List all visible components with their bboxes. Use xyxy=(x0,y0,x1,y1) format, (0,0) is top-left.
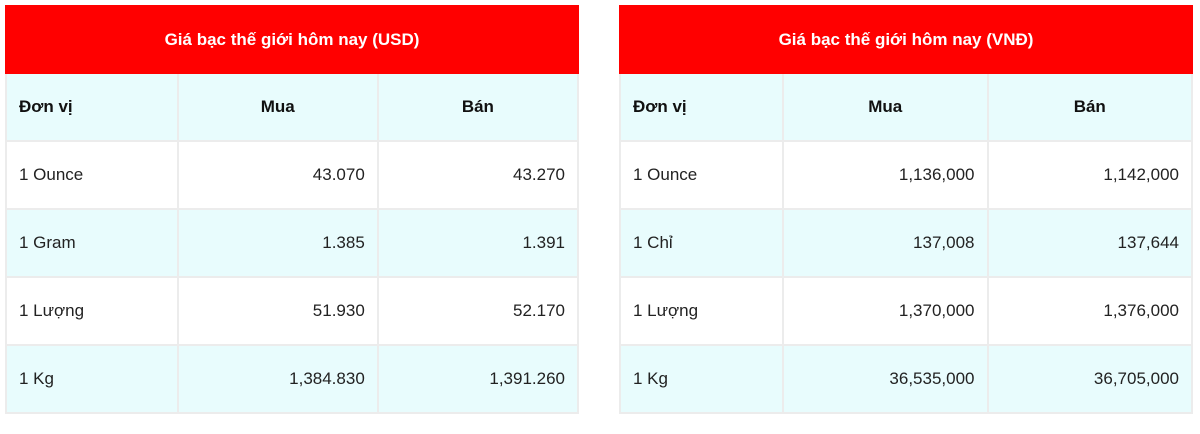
buy-price-cell: 1.385 xyxy=(176,208,379,278)
unit-cell: 1 Lượng xyxy=(5,276,179,346)
table-title: Giá bạc thế giới hôm nay (VNĐ) xyxy=(619,5,1193,74)
buy-price-cell: 1,384.830 xyxy=(176,344,379,414)
unit-cell: 1 Ounce xyxy=(618,140,785,210)
unit-cell: 1 Ounce xyxy=(5,140,179,210)
sell-price-cell: 1,142,000 xyxy=(986,140,1193,210)
sell-price-cell: 1.391 xyxy=(376,208,580,278)
unit-cell: 1 Lượng xyxy=(618,276,785,346)
unit-cell: 1 Kg xyxy=(5,344,179,414)
header-row: Đơn vị Mua Bán xyxy=(618,72,1193,142)
unit-cell: 1 Gram xyxy=(5,208,179,278)
buy-price-cell: 51.930 xyxy=(176,276,379,346)
column-header: Bán xyxy=(376,72,580,142)
sell-price-cell: 137,644 xyxy=(986,208,1193,278)
vnd-price-table: Giá bạc thế giới hôm nay (VNĐ) Đơn vị Mua B… xyxy=(618,5,1193,414)
column-header: Bán xyxy=(986,72,1193,142)
column-header: Mua xyxy=(176,72,379,142)
table-row: 1 Ounce 1,136,000 1,142,000 xyxy=(618,140,1193,210)
usd-price-table: Giá bạc thế giới hôm nay (USD) Đơn vị Mua B… xyxy=(5,5,580,414)
table-row: 1 Gram 1.385 1.391 xyxy=(5,208,580,278)
table-row: 1 Kg 1,384.830 1,391.260 xyxy=(5,344,580,414)
unit-cell: 1 Chỉ xyxy=(618,208,785,278)
buy-price-cell: 137,008 xyxy=(782,208,989,278)
table-row: 1 Chỉ 137,008 137,644 xyxy=(618,208,1193,278)
header-row: Đơn vị Mua Bán xyxy=(5,72,580,142)
table-row: 1 Lượng 51.930 52.170 xyxy=(5,276,580,346)
column-header: Đơn vị xyxy=(5,72,179,142)
sell-price-cell: 43.270 xyxy=(376,140,580,210)
table-row: 1 Lượng 1,370,000 1,376,000 xyxy=(618,276,1193,346)
buy-price-cell: 43.070 xyxy=(176,140,379,210)
column-header: Đơn vị xyxy=(618,72,785,142)
sell-price-cell: 1,391.260 xyxy=(376,344,580,414)
table-row: 1 Kg 36,535,000 36,705,000 xyxy=(618,344,1193,414)
sell-price-cell: 1,376,000 xyxy=(986,276,1193,346)
table-row: 1 Ounce 43.070 43.270 xyxy=(5,140,580,210)
table-title: Giá bạc thế giới hôm nay (USD) xyxy=(5,5,579,74)
buy-price-cell: 36,535,000 xyxy=(782,344,989,414)
sell-price-cell: 52.170 xyxy=(376,276,580,346)
column-header: Mua xyxy=(782,72,989,142)
sell-price-cell: 36,705,000 xyxy=(986,344,1193,414)
unit-cell: 1 Kg xyxy=(618,344,785,414)
buy-price-cell: 1,370,000 xyxy=(782,276,989,346)
buy-price-cell: 1,136,000 xyxy=(782,140,989,210)
